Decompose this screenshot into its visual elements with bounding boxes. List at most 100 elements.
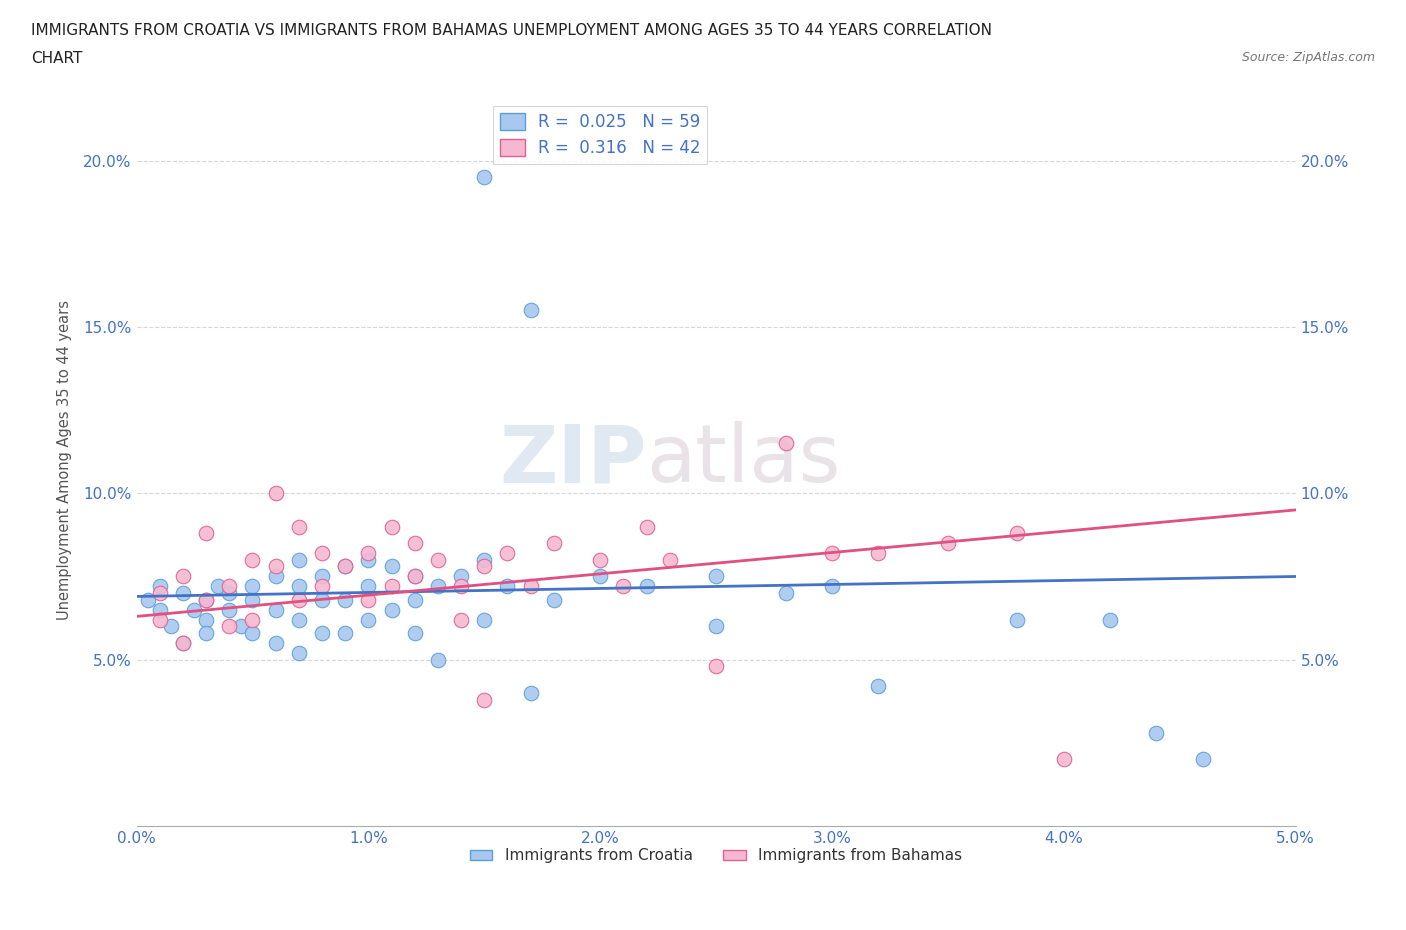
Point	[311, 592, 333, 607]
Point	[1146, 725, 1168, 740]
Point	[1053, 752, 1076, 767]
Point	[149, 586, 172, 601]
Point	[195, 592, 218, 607]
Point	[311, 579, 333, 594]
Point	[472, 559, 495, 574]
Point	[821, 546, 844, 561]
Point	[242, 592, 264, 607]
Point	[288, 645, 311, 660]
Point	[450, 612, 472, 627]
Point	[311, 569, 333, 584]
Point	[1007, 525, 1029, 540]
Text: IMMIGRANTS FROM CROATIA VS IMMIGRANTS FROM BAHAMAS UNEMPLOYMENT AMONG AGES 35 TO: IMMIGRANTS FROM CROATIA VS IMMIGRANTS FR…	[31, 23, 991, 38]
Point	[218, 603, 240, 618]
Point	[404, 569, 426, 584]
Point	[242, 612, 264, 627]
Point	[242, 626, 264, 641]
Point	[333, 626, 356, 641]
Point	[288, 612, 311, 627]
Point	[149, 612, 172, 627]
Point	[218, 579, 240, 594]
Point	[264, 635, 287, 650]
Point	[472, 692, 495, 707]
Point	[450, 569, 472, 584]
Point	[775, 586, 797, 601]
Point	[658, 552, 681, 567]
Point	[636, 579, 658, 594]
Point	[264, 603, 287, 618]
Point	[1192, 752, 1215, 767]
Point	[868, 679, 890, 694]
Point	[218, 619, 240, 634]
Point	[636, 519, 658, 534]
Legend: Immigrants from Croatia, Immigrants from Bahamas: Immigrants from Croatia, Immigrants from…	[464, 843, 969, 870]
Point	[380, 579, 402, 594]
Point	[172, 635, 194, 650]
Point	[404, 626, 426, 641]
Point	[450, 579, 472, 594]
Point	[333, 592, 356, 607]
Point	[264, 485, 287, 500]
Point	[242, 579, 264, 594]
Point	[311, 546, 333, 561]
Point	[821, 579, 844, 594]
Point	[472, 612, 495, 627]
Point	[218, 586, 240, 601]
Point	[229, 619, 252, 634]
Point	[426, 552, 449, 567]
Point	[288, 552, 311, 567]
Point	[472, 170, 495, 185]
Point	[172, 635, 194, 650]
Text: atlas: atlas	[647, 421, 841, 499]
Text: ZIP: ZIP	[499, 421, 647, 499]
Point	[311, 626, 333, 641]
Point	[357, 579, 380, 594]
Point	[1007, 612, 1029, 627]
Text: CHART: CHART	[31, 51, 83, 66]
Point	[404, 592, 426, 607]
Point	[496, 546, 519, 561]
Point	[357, 552, 380, 567]
Point	[426, 652, 449, 667]
Point	[207, 579, 229, 594]
Point	[149, 579, 172, 594]
Point	[195, 525, 218, 540]
Point	[183, 603, 205, 618]
Point	[519, 579, 541, 594]
Point	[380, 603, 402, 618]
Point	[704, 619, 727, 634]
Point	[589, 569, 612, 584]
Point	[612, 579, 634, 594]
Point	[195, 612, 218, 627]
Point	[149, 603, 172, 618]
Point	[1099, 612, 1122, 627]
Point	[543, 592, 565, 607]
Point	[357, 592, 380, 607]
Point	[288, 519, 311, 534]
Point	[333, 559, 356, 574]
Point	[704, 569, 727, 584]
Point	[288, 579, 311, 594]
Point	[704, 658, 727, 673]
Point	[172, 586, 194, 601]
Point	[589, 552, 612, 567]
Point	[775, 436, 797, 451]
Point	[264, 559, 287, 574]
Point	[404, 536, 426, 551]
Point	[472, 552, 495, 567]
Point	[160, 619, 183, 634]
Point	[496, 579, 519, 594]
Point	[242, 552, 264, 567]
Point	[936, 536, 959, 551]
Point	[172, 569, 194, 584]
Point	[264, 569, 287, 584]
Point	[868, 546, 890, 561]
Point	[404, 569, 426, 584]
Point	[380, 559, 402, 574]
Point	[288, 592, 311, 607]
Point	[357, 546, 380, 561]
Point	[380, 519, 402, 534]
Point	[519, 685, 541, 700]
Point	[195, 626, 218, 641]
Point	[543, 536, 565, 551]
